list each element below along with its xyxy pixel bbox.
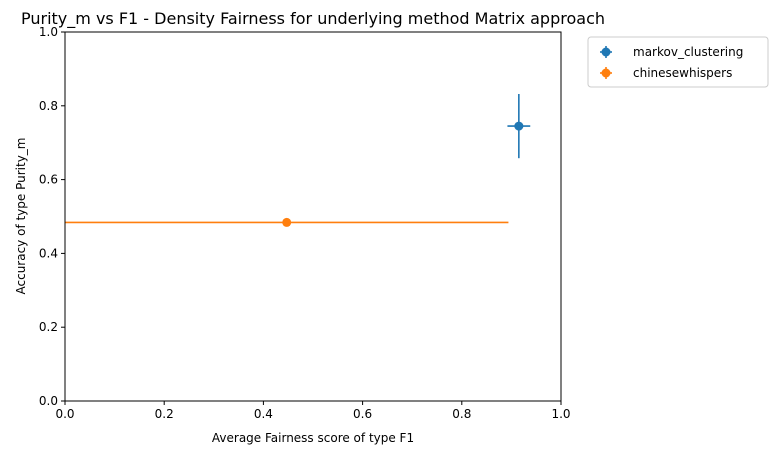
data-point [282, 217, 292, 227]
y-tick-label: 0.4 [39, 246, 58, 260]
y-tick-label: 0.8 [39, 99, 58, 113]
legend-frame [587, 36, 769, 88]
series-markov_clustering [507, 93, 531, 159]
y-tick-label: 0.0 [39, 394, 58, 408]
x-axis: 0.0 0.2 0.4 0.6 0.8 1.0 [55, 401, 571, 421]
x-tick-label: 0.4 [254, 407, 273, 421]
y-tick-label: 1.0 [39, 25, 58, 39]
y-tick-label: 0.2 [39, 320, 58, 334]
plot-area [65, 93, 531, 227]
plot-frame [64, 31, 562, 402]
legend-marker [601, 68, 611, 78]
x-axis-label: Average Fairness score of type F1 [212, 431, 414, 445]
y-axis-label: Accuracy of type Purity_m [14, 138, 28, 295]
y-axis: 0.0 0.2 0.4 0.6 0.8 1.0 [39, 25, 65, 408]
chart-title: Purity_m vs F1 - Density Fairness for un… [21, 9, 605, 29]
x-tick-label: 0.6 [353, 407, 372, 421]
y-tick-label: 0.6 [39, 173, 58, 187]
x-tick-label: 1.0 [551, 407, 570, 421]
x-tick-label: 0.2 [155, 407, 174, 421]
legend-marker [601, 47, 611, 57]
data-point [514, 121, 524, 131]
series-chinesewhispers [65, 217, 509, 227]
legend: markov_clustering chinesewhispers [587, 36, 769, 88]
legend-label: markov_clustering [633, 45, 743, 59]
legend-label: chinesewhispers [633, 66, 732, 80]
x-tick-label: 0.0 [55, 407, 74, 421]
x-tick-label: 0.8 [452, 407, 471, 421]
